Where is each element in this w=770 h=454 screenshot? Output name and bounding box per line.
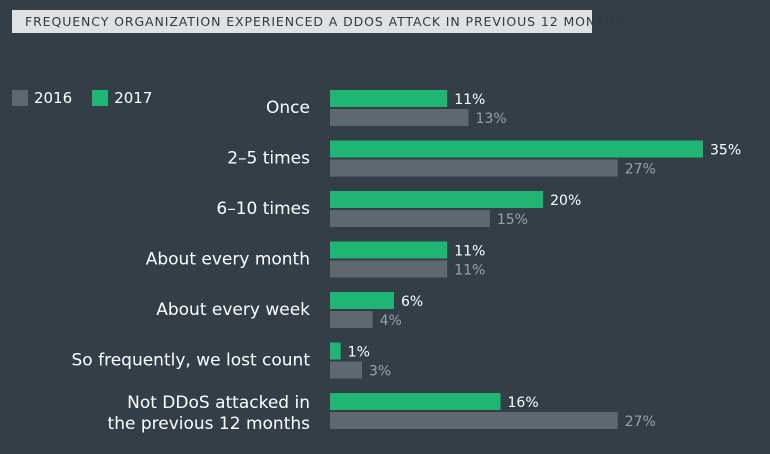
data-label-2017-4: 6% [401,294,423,310]
bar-2017-0 [330,90,448,107]
data-label-2016-1: 27% [625,162,656,178]
data-label-2016-6: 27% [625,414,656,430]
bar-2017-5 [330,342,341,360]
category-label-5: So frequently, we lost count [72,351,311,371]
data-label-2017-1: 35% [710,143,741,159]
category-label-3: About every month [146,250,310,270]
data-label-2017-0: 11% [454,92,485,108]
data-label-2017-5: 1% [348,345,370,361]
category-label-6-line-1: the previous 12 months [108,414,311,434]
bar-2016-6 [330,412,618,429]
bar-2016-5 [330,361,362,379]
bar-2017-2 [330,191,544,208]
bar-2016-2 [330,210,490,227]
data-label-2017-6: 16% [508,395,539,411]
legend-label-2017: 2017 [114,89,153,107]
legend: 2016 2017 [12,89,172,107]
legend-item-2016: 2016 [12,89,72,107]
bar-2017-1 [330,140,703,158]
category-label-4: About every week [156,300,310,320]
legend-swatch-2017 [92,90,109,106]
data-label-2017-3: 11% [454,244,485,260]
category-label-2: 6–10 times [216,199,310,219]
category-label-0: Once [266,98,310,118]
data-label-2016-3: 11% [454,263,485,279]
data-label-2016-0: 13% [476,111,507,127]
legend-label-2016: 2016 [34,89,73,107]
data-label-2016-5: 3% [369,364,391,380]
legend-item-2017: 2017 [92,89,152,107]
bar-2017-3 [330,241,448,259]
data-label-2016-4: 4% [380,313,402,329]
bar-2017-4 [330,292,394,309]
bar-2017-6 [330,393,501,410]
category-label-1: 2–5 times [227,149,310,169]
legend-swatch-2016 [12,90,28,106]
bar-2016-4 [330,311,373,328]
chart-title: FREQUENCY ORGANIZATION EXPERIENCED A DDO… [25,14,624,29]
bar-2016-0 [330,109,469,126]
category-label-6-line-0: Not DDoS attacked in [127,393,310,413]
data-label-2017-2: 20% [550,193,581,209]
bar-2016-1 [330,159,618,177]
bar-2016-3 [330,260,448,278]
chart-title-banner: FREQUENCY ORGANIZATION EXPERIENCED A DDO… [12,10,623,33]
data-label-2016-2: 15% [497,212,528,228]
